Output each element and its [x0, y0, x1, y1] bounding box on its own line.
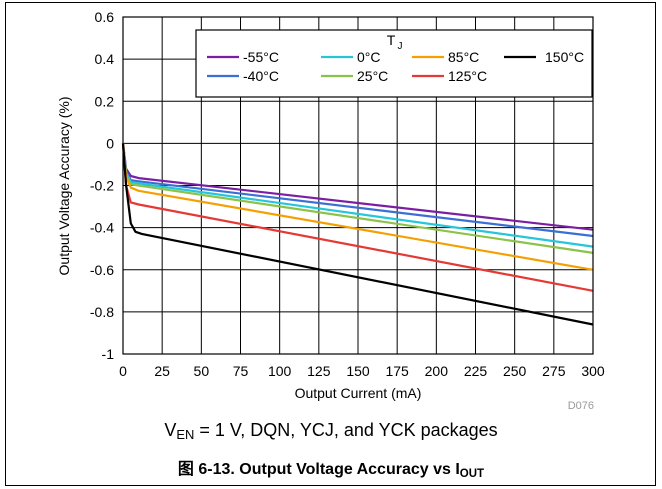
figure-title: 图 6-13. Output Voltage Accuracy vs I — [177, 461, 460, 478]
x-tick-label: 25 — [154, 363, 170, 379]
x-tick-label: 250 — [503, 363, 527, 379]
legend-box — [195, 29, 593, 98]
legend-label-0°C: 0°C — [357, 49, 381, 65]
series-lines — [121, 143, 594, 326]
y-tick-label: 0.6 — [95, 9, 115, 25]
condition-text: = 1 V, DQN, YCJ, and YCK packages — [194, 420, 498, 440]
series-line-150°C — [121, 143, 594, 326]
y-axis-label: Output Voltage Accuracy (%) — [56, 97, 72, 276]
legend-label-85°C: 85°C — [448, 49, 479, 65]
figure-title-subscript: OUT — [459, 467, 485, 480]
y-tick-label: 0 — [106, 135, 114, 151]
x-axis-label: Output Current (mA) — [295, 385, 422, 401]
x-tick-label: 300 — [581, 363, 605, 379]
legend-label-125°C: 125°C — [448, 68, 487, 84]
x-tick-label: 225 — [464, 363, 488, 379]
x-tick-label: 50 — [194, 363, 210, 379]
x-tick-label: 125 — [307, 363, 331, 379]
figure-caption: 图 6-13. Output Voltage Accuracy vs IOUT — [0, 455, 662, 480]
x-tick-label: 0 — [119, 363, 127, 379]
legend-title: T — [387, 32, 396, 48]
plot-border — [122, 16, 594, 355]
watermark: D076 — [568, 400, 594, 412]
x-tick-label: 275 — [542, 363, 566, 379]
x-tick-label: 75 — [233, 363, 249, 379]
y-tick-label: -0.8 — [90, 304, 114, 320]
legend-label-25°C: 25°C — [357, 68, 388, 84]
legend: T J -55°C 0°C 85°C 150°C -40°C 25°C 125°C — [195, 29, 593, 98]
condition-caption: VEN = 1 V, DQN, YCJ, and YCK packages — [0, 420, 662, 442]
y-tick-label: -0.4 — [90, 220, 114, 236]
condition-prefix: V — [164, 420, 177, 440]
x-tick-label: 150 — [346, 363, 370, 379]
legend-label--40°C: -40°C — [243, 68, 279, 84]
x-tick-label: 200 — [425, 363, 449, 379]
y-tick-label: 0.4 — [95, 51, 115, 67]
legend-label-150°C: 150°C — [545, 49, 584, 65]
y-tick-label: -0.6 — [90, 262, 114, 278]
legend-label--55°C: -55°C — [243, 49, 279, 65]
axes: 0 25 50 75 100 125 150 175 200 225 250 275 300 0.6 0.4… — [90, 9, 605, 379]
y-tick-label: -0.2 — [90, 178, 114, 194]
y-tick-label: 0.2 — [95, 93, 115, 109]
x-tick-label: 100 — [268, 363, 292, 379]
y-tick-label: -1 — [102, 346, 115, 362]
condition-subscript: EN — [176, 427, 195, 443]
legend-title-subscript: J — [398, 41, 403, 52]
x-tick-label: 175 — [385, 363, 409, 379]
figure-frame — [5, 2, 656, 486]
